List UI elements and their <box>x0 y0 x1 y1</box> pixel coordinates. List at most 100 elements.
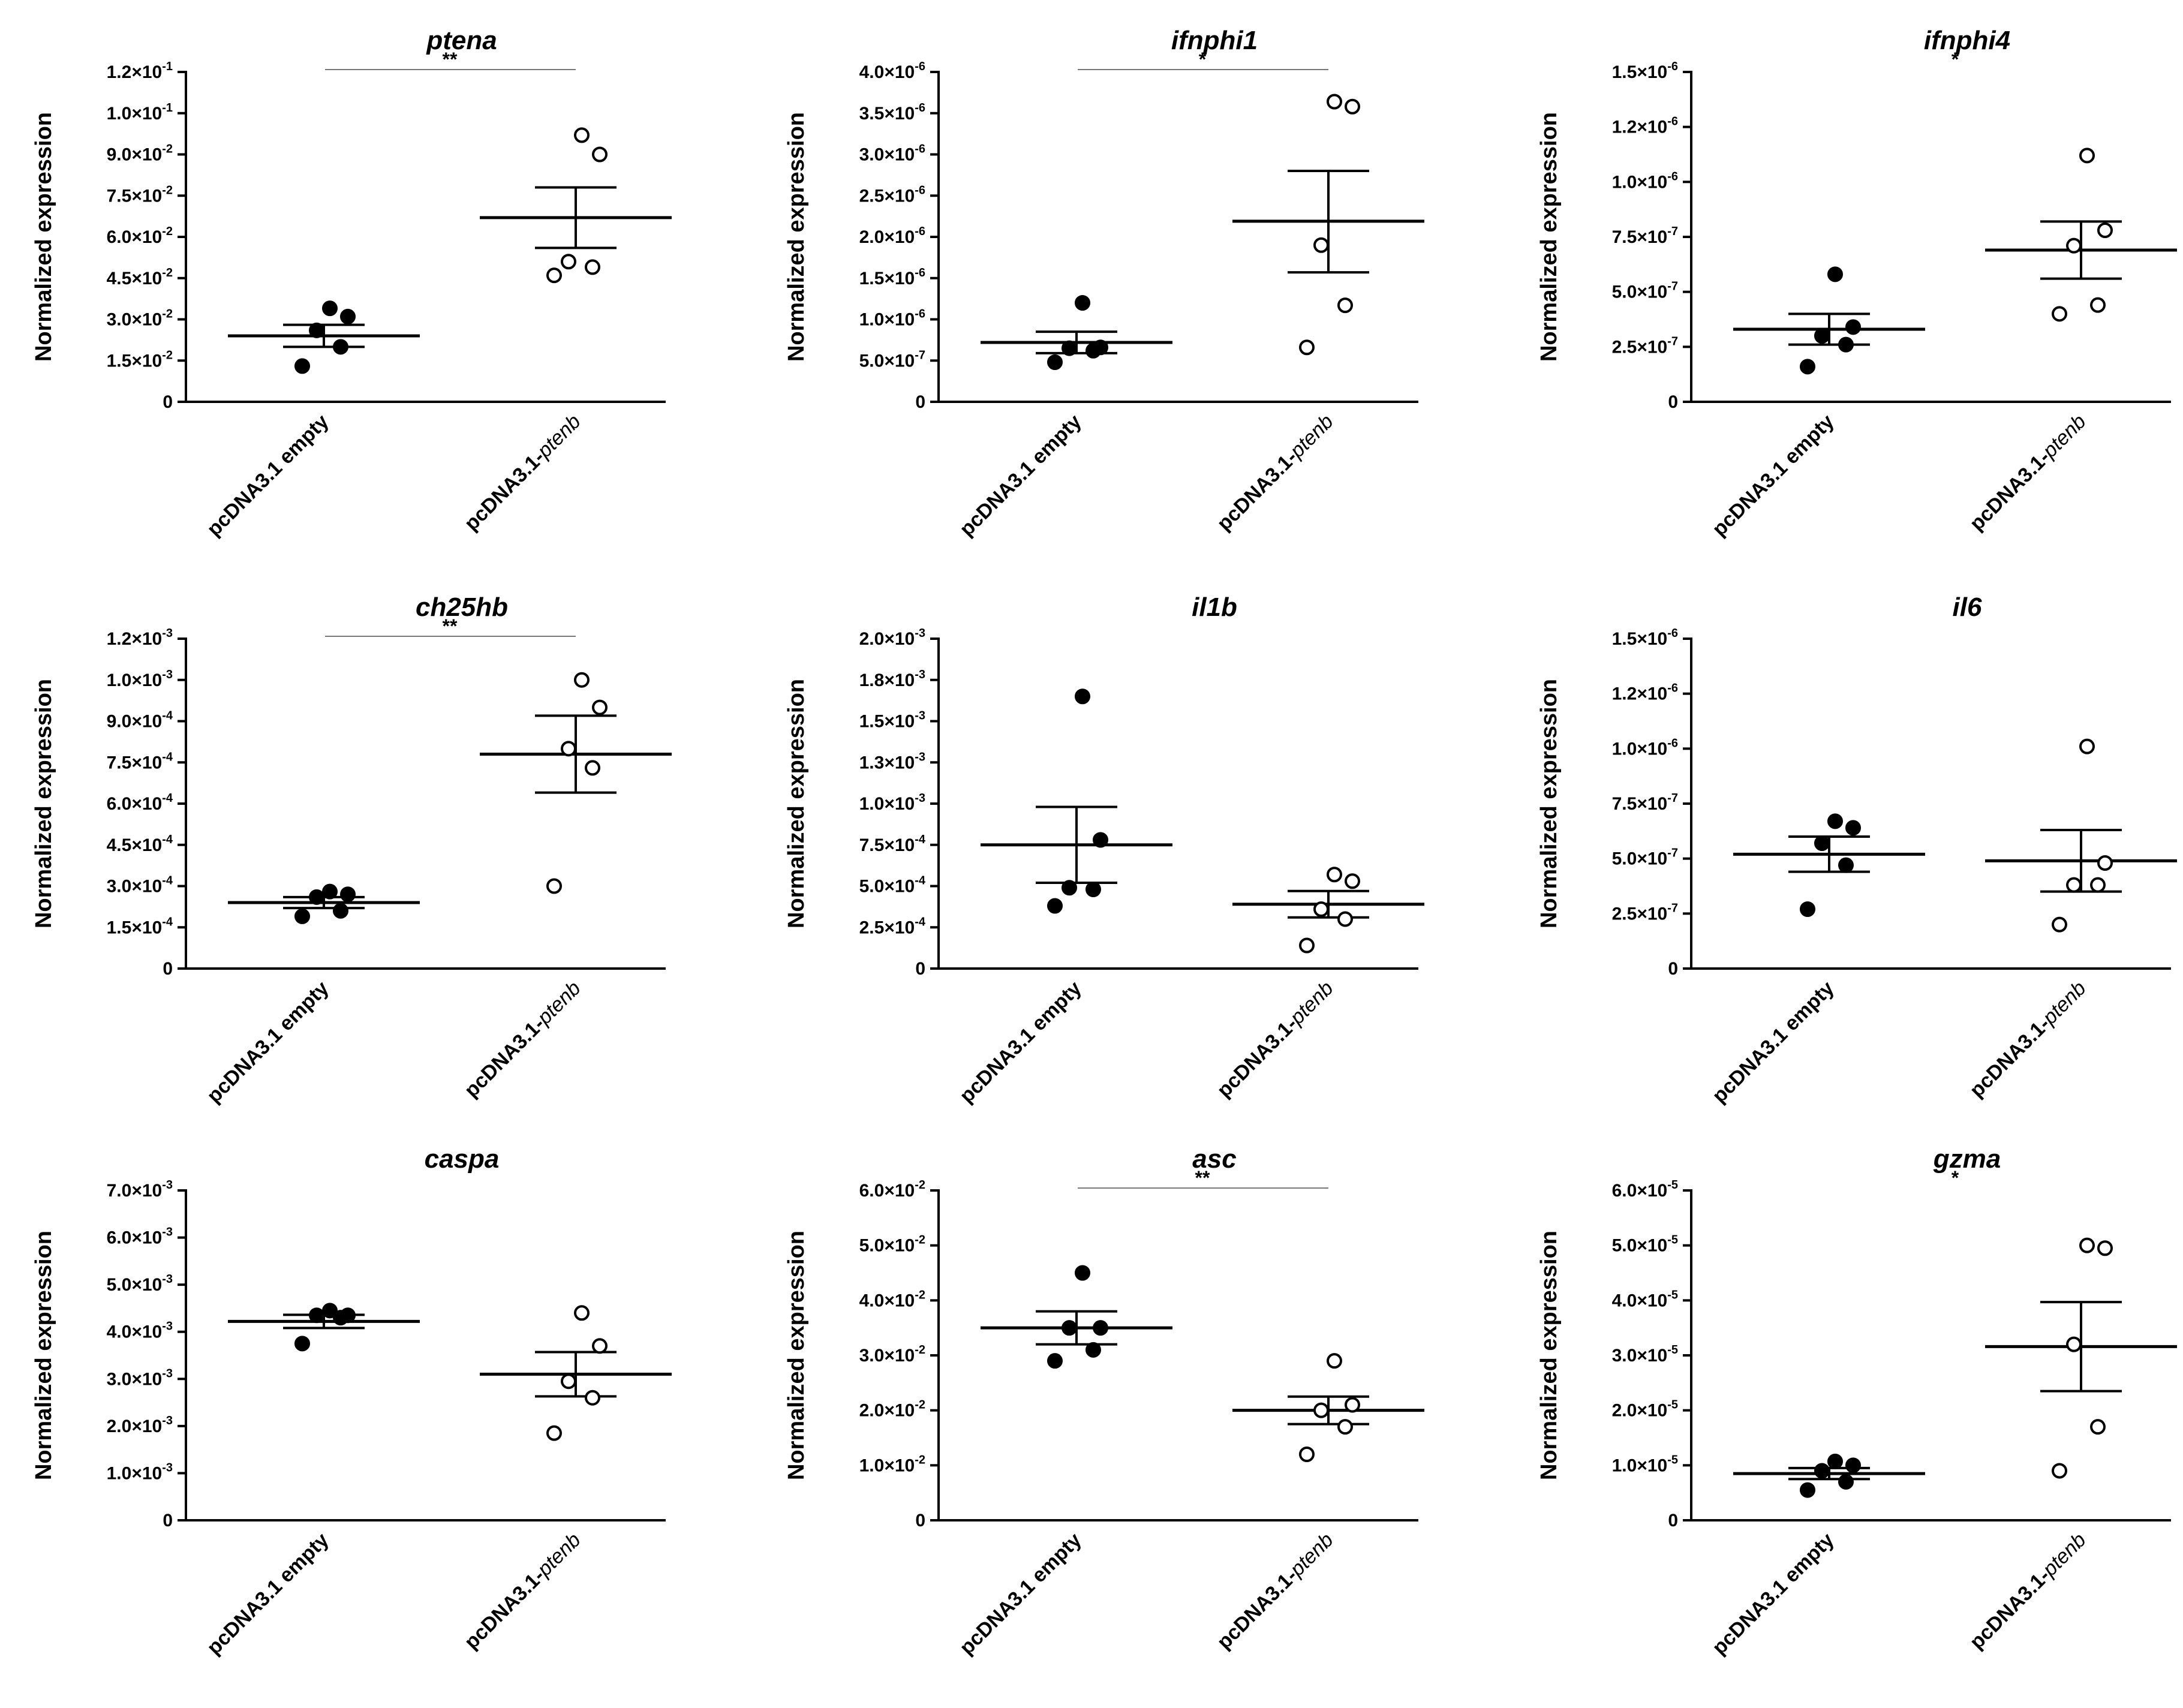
y-tick-label: 6.0×10-3 <box>107 1226 173 1248</box>
y-tick-label: 4.0×10-6 <box>859 60 925 82</box>
data-point <box>340 308 356 324</box>
y-tick-label: 1.2×10-3 <box>107 627 173 649</box>
y-tick-label: 5.0×10-7 <box>1612 847 1678 869</box>
data-point <box>2052 306 2067 322</box>
data-point <box>2079 148 2095 164</box>
group-empty: pcDNA3.1 empty <box>1708 266 1925 541</box>
data-point <box>1814 835 1830 851</box>
data-point <box>1345 1397 1360 1413</box>
group-empty: pcDNA3.1 empty <box>1708 813 1925 1108</box>
y-tick-label: 1.5×10-6 <box>1612 627 1678 649</box>
y-tick-label: 3.0×10-6 <box>859 143 925 165</box>
x-category-label: pcDNA3.1 empty <box>1708 977 1839 1108</box>
data-point <box>1047 898 1063 914</box>
chart-panel-caspa: caspa Normalized expression 0 1.0×10-3 2.0×1… <box>31 1144 672 1659</box>
data-point <box>1313 1402 1329 1418</box>
significance-label: ** <box>443 615 458 637</box>
y-tick-label: 3.0×10-3 <box>107 1367 173 1389</box>
data-point <box>1047 1353 1063 1369</box>
data-point <box>340 1307 356 1324</box>
data-point <box>1337 911 1353 927</box>
y-tick-label: 1.2×10-6 <box>1612 115 1678 137</box>
x-category-label: pcDNA3.1-ptenb <box>460 1529 585 1654</box>
x-category-label: pcDNA3.1-ptenb <box>460 410 585 536</box>
y-tick-label: 6.0×10-4 <box>107 792 173 814</box>
group-ptenb: pcDNA3.1-ptenb <box>1965 148 2177 535</box>
y-axis-label: Normalized expression <box>784 1231 809 1480</box>
y-axis-label: Normalized expression <box>1536 112 1562 362</box>
data-point <box>2079 1237 2095 1253</box>
data-point <box>1827 266 1843 282</box>
data-point <box>1814 1463 1830 1479</box>
data-point <box>2097 855 2113 871</box>
data-point <box>1845 319 1861 335</box>
x-category-label: pcDNA3.1 empty <box>1708 410 1839 541</box>
data-point <box>1313 237 1329 253</box>
group-empty: pcDNA3.1 empty <box>203 1303 420 1659</box>
y-tick-label: 1.5×10-4 <box>107 915 173 937</box>
data-point <box>2097 1240 2113 1256</box>
data-point <box>2052 916 2067 933</box>
data-point <box>2066 1336 2082 1352</box>
chart-title: ch25hb <box>416 593 508 622</box>
y-tick-label: 9.0×10-4 <box>107 709 173 732</box>
y-tick-label: 2.5×10-7 <box>1612 335 1678 357</box>
y-tick-label: 3.0×10-5 <box>1612 1343 1678 1366</box>
data-point <box>1327 1353 1342 1369</box>
y-tick-label: 7.5×10-4 <box>859 833 926 855</box>
y-tick-label: 0 <box>163 392 173 412</box>
y-tick-label: 1.3×10-3 <box>859 750 925 772</box>
y-tick-label: 7.5×10-7 <box>1612 225 1678 247</box>
y-tick-label: 0 <box>1668 959 1678 979</box>
significance-label: * <box>1952 1167 1959 1189</box>
data-point <box>1337 297 1353 314</box>
y-tick-label: 5.0×10-5 <box>1612 1234 1678 1256</box>
x-category-label: pcDNA3.1 empty <box>1708 1529 1839 1659</box>
data-point <box>1062 880 1077 896</box>
data-point <box>2090 877 2106 893</box>
x-category-label: pcDNA3.1-ptenb <box>1213 1529 1338 1654</box>
group-empty: pcDNA3.1 empty <box>203 883 420 1108</box>
y-axis-label: Normalized expression <box>31 112 56 362</box>
data-point <box>340 886 356 903</box>
data-point <box>1827 813 1843 829</box>
group-empty: pcDNA3.1 empty <box>203 300 420 541</box>
x-category-label: pcDNA3.1-ptenb <box>1965 1529 2091 1654</box>
data-point <box>1086 1342 1101 1358</box>
data-point <box>1337 1419 1353 1435</box>
y-tick-label: 1.0×10-6 <box>859 308 925 330</box>
group-ptenb: pcDNA3.1-ptenb <box>460 672 672 1102</box>
group-ptenb: pcDNA3.1-ptenb <box>1965 738 2177 1102</box>
y-tick-label: 4.5×10-2 <box>107 266 173 288</box>
x-category-label: pcDNA3.1 empty <box>203 410 333 541</box>
y-tick-label: 4.0×10-2 <box>859 1288 925 1310</box>
y-tick-label: 6.0×10-2 <box>107 225 173 247</box>
y-tick-label: 2.0×10-6 <box>859 225 925 247</box>
y-tick-label: 1.0×10-2 <box>859 1453 925 1475</box>
data-point <box>2079 738 2095 754</box>
data-point <box>309 322 324 338</box>
chart-panel-il1b: il1b Normalized expression 0 2.5×10-4 5.0×10… <box>784 593 1424 1108</box>
data-point <box>574 1305 590 1321</box>
significance-label: * <box>1952 49 1959 70</box>
chart-title: caspa <box>425 1144 500 1174</box>
data-point <box>322 300 338 317</box>
chart-title: ifnphi1 <box>1171 26 1258 55</box>
y-axis-label: Normalized expression <box>31 679 56 928</box>
y-tick-label: 1.8×10-3 <box>859 668 925 690</box>
data-point <box>1086 882 1101 897</box>
y-tick-label: 1.0×10-5 <box>1612 1453 1678 1475</box>
data-point <box>322 1303 338 1319</box>
data-point <box>294 1336 310 1352</box>
y-tick-label: 3.5×10-6 <box>859 101 925 124</box>
data-point <box>2066 237 2082 254</box>
y-tick-label: 5.0×10-7 <box>1612 280 1678 302</box>
y-tick-label: 0 <box>915 959 925 979</box>
y-tick-label: 0 <box>1668 392 1678 412</box>
group-ptenb: pcDNA3.1-ptenb <box>460 1305 672 1654</box>
data-point <box>1075 295 1090 311</box>
data-point <box>1345 873 1360 889</box>
y-tick-label: 2.5×10-7 <box>1612 901 1678 924</box>
data-point <box>1800 1482 1815 1498</box>
